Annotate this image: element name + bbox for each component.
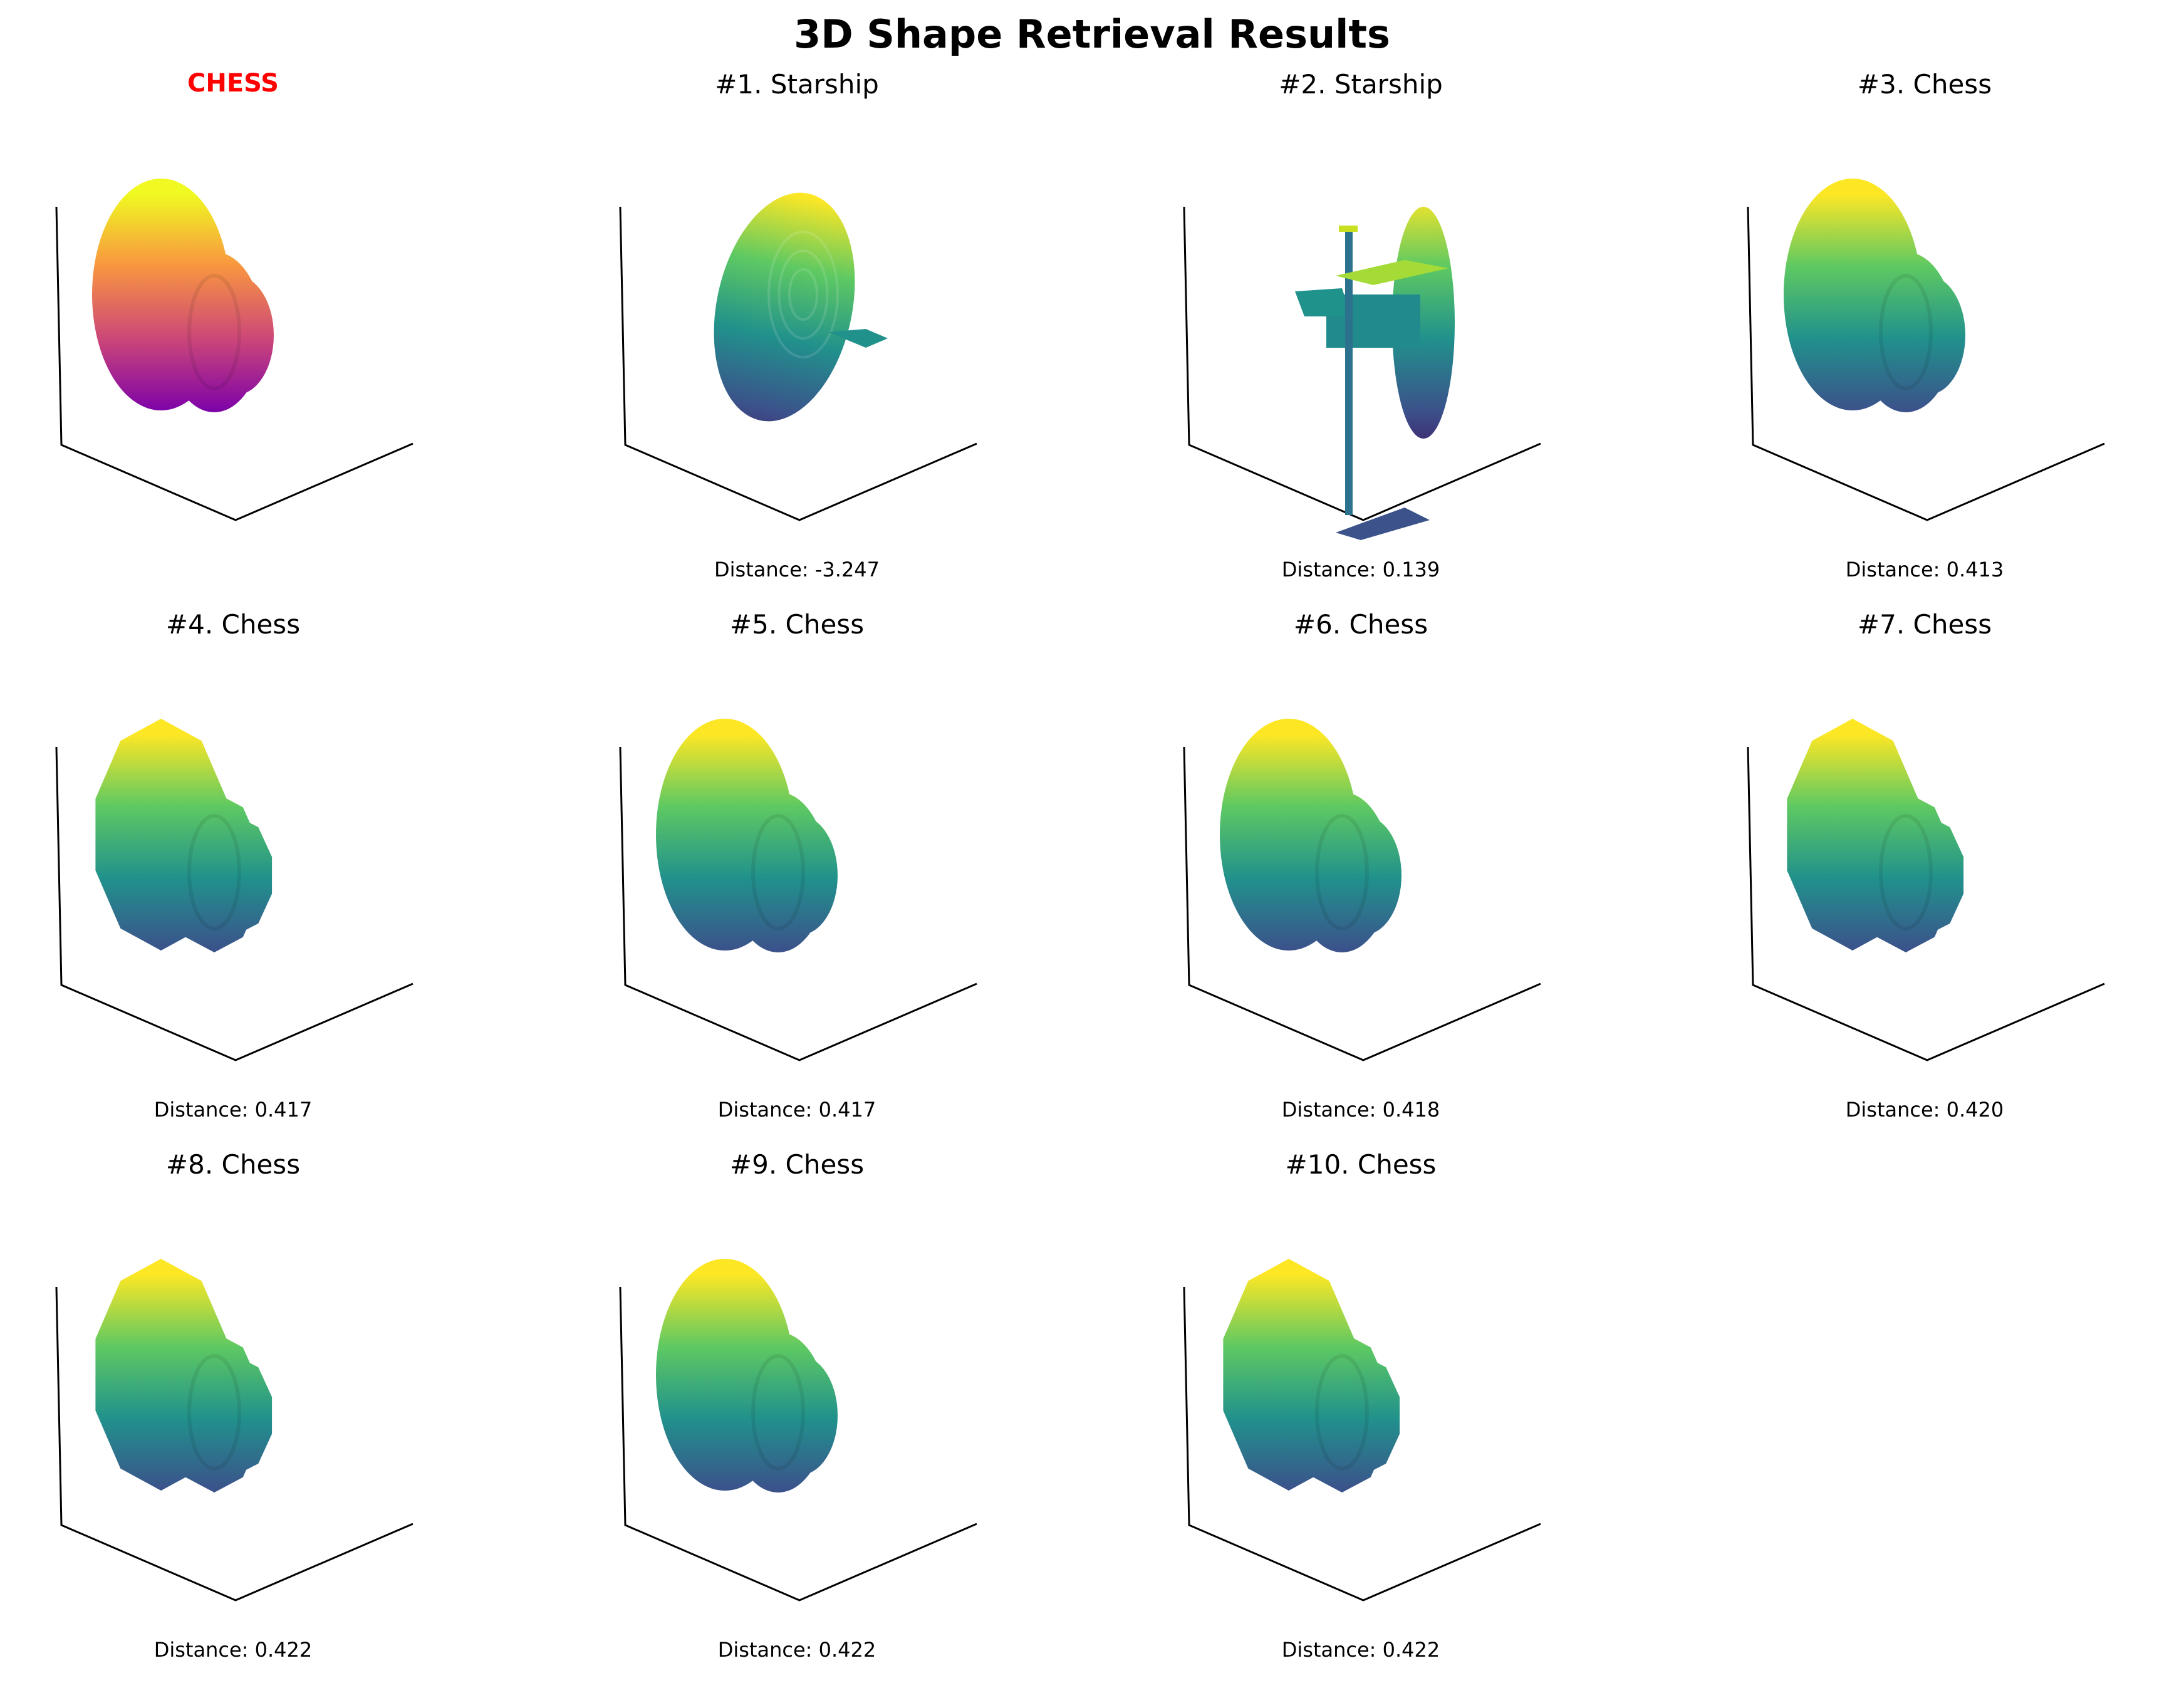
shape-plot — [619, 719, 977, 1061]
result-panel: #3. Chess Distance: 0.413 — [1643, 69, 2184, 608]
chess-base — [762, 1356, 838, 1475]
axes-frame — [619, 746, 977, 1061]
dish-disc — [714, 192, 855, 422]
result-label: #1. Starship — [715, 69, 879, 100]
result-label: #3. Chess — [1857, 69, 1992, 100]
chess-piece-shape — [656, 1259, 838, 1493]
shape-plot — [1747, 179, 2105, 521]
chess-base — [1328, 1356, 1400, 1475]
axes-frame — [55, 206, 413, 521]
result-label: #2. Starship — [1279, 69, 1443, 100]
result-label: #9. Chess — [729, 1149, 865, 1180]
result-label: #5. Chess — [729, 609, 865, 640]
axes-frame — [55, 1286, 413, 1602]
result-panel: #8. Chess Distance: 0.422 — [0, 1149, 515, 1688]
chess-piece-shape — [1787, 719, 1964, 952]
distance-label: Distance: 0.422 — [1281, 1638, 1440, 1662]
ship-nacelle — [1295, 288, 1351, 316]
query-label: CHESS — [187, 69, 279, 98]
distance-label: Distance: 0.413 — [1845, 558, 2004, 581]
shape-plot — [55, 1259, 413, 1602]
chess-piece-shape — [1784, 179, 1965, 412]
chess-piece-shape — [656, 719, 838, 952]
shape-plot — [619, 1259, 977, 1602]
chess-piece-shape — [95, 1259, 273, 1493]
figure-title: 3D Shape Retrieval Results — [794, 11, 1390, 57]
shape-plot — [55, 179, 413, 521]
shape-plot — [1183, 719, 1541, 1061]
distance-label: Distance: 0.417 — [153, 1098, 313, 1122]
result-label: #7. Chess — [1857, 609, 1992, 640]
shape-plot — [1183, 206, 1541, 540]
chess-piece-shape — [92, 179, 274, 412]
chess-base — [199, 276, 274, 395]
result-panel: #4. Chess Distance: 0.417 — [0, 609, 515, 1148]
axes-frame — [619, 1286, 977, 1602]
chess-base — [1890, 276, 1965, 395]
chess-base — [200, 1356, 273, 1475]
distance-label: Distance: 0.422 — [717, 1638, 876, 1662]
chess-base — [762, 816, 838, 935]
axes-frame — [1183, 206, 1541, 521]
result-label: #4. Chess — [165, 609, 301, 640]
chess-piece-shape — [1220, 719, 1401, 952]
axes-frame — [1747, 746, 2105, 1061]
result-panel: #9. Chess Distance: 0.422 — [515, 1149, 1079, 1688]
distance-label: Distance: 0.422 — [153, 1638, 313, 1662]
distance-label: Distance: 0.139 — [1281, 558, 1440, 581]
distance-label: Distance: 0.417 — [717, 1098, 876, 1122]
result-label: #8. Chess — [165, 1149, 301, 1180]
shape-plot — [1747, 719, 2105, 1061]
result-panel: #7. Chess Distance: 0.420 — [1643, 609, 2184, 1148]
axes-frame — [1183, 746, 1541, 1061]
result-panel: #1. Starship Distance: -3.247 — [515, 69, 1079, 608]
chess-piece-shape — [95, 719, 273, 952]
dish-shape — [714, 192, 888, 422]
ship-mast — [1345, 227, 1353, 515]
axes-frame — [1747, 206, 2105, 521]
result-panel: #6. Chess Distance: 0.418 — [1079, 609, 1643, 1148]
result-panel: #10. Chess Distance: 0.422 — [1079, 1149, 1643, 1688]
shape-plot — [55, 719, 413, 1061]
chess-base — [200, 816, 273, 935]
distance-label: Distance: -3.247 — [714, 558, 880, 581]
shape-plot — [619, 192, 977, 521]
result-panel: #5. Chess Distance: 0.417 — [515, 609, 1079, 1148]
query-panel: CHESS — [0, 69, 515, 608]
shape-plot — [1183, 1259, 1541, 1602]
starship-shape — [1295, 207, 1455, 540]
axes-frame — [1183, 1286, 1541, 1602]
distance-label: Distance: 0.418 — [1281, 1098, 1440, 1122]
dish-nose — [828, 329, 888, 348]
chess-base — [1326, 816, 1401, 935]
result-label: #10. Chess — [1285, 1149, 1437, 1180]
ship-wing — [1336, 260, 1448, 285]
distance-label: Distance: 0.420 — [1845, 1098, 2004, 1122]
result-label: #6. Chess — [1293, 609, 1428, 640]
chess-base — [1891, 816, 1964, 935]
chess-piece-shape — [1223, 1259, 1400, 1493]
axes-frame — [619, 206, 977, 521]
ship-base-plate — [1336, 508, 1430, 540]
axes-frame — [55, 746, 413, 1061]
result-panel: #2. Starship Distance: 0.139 — [1079, 69, 1643, 608]
